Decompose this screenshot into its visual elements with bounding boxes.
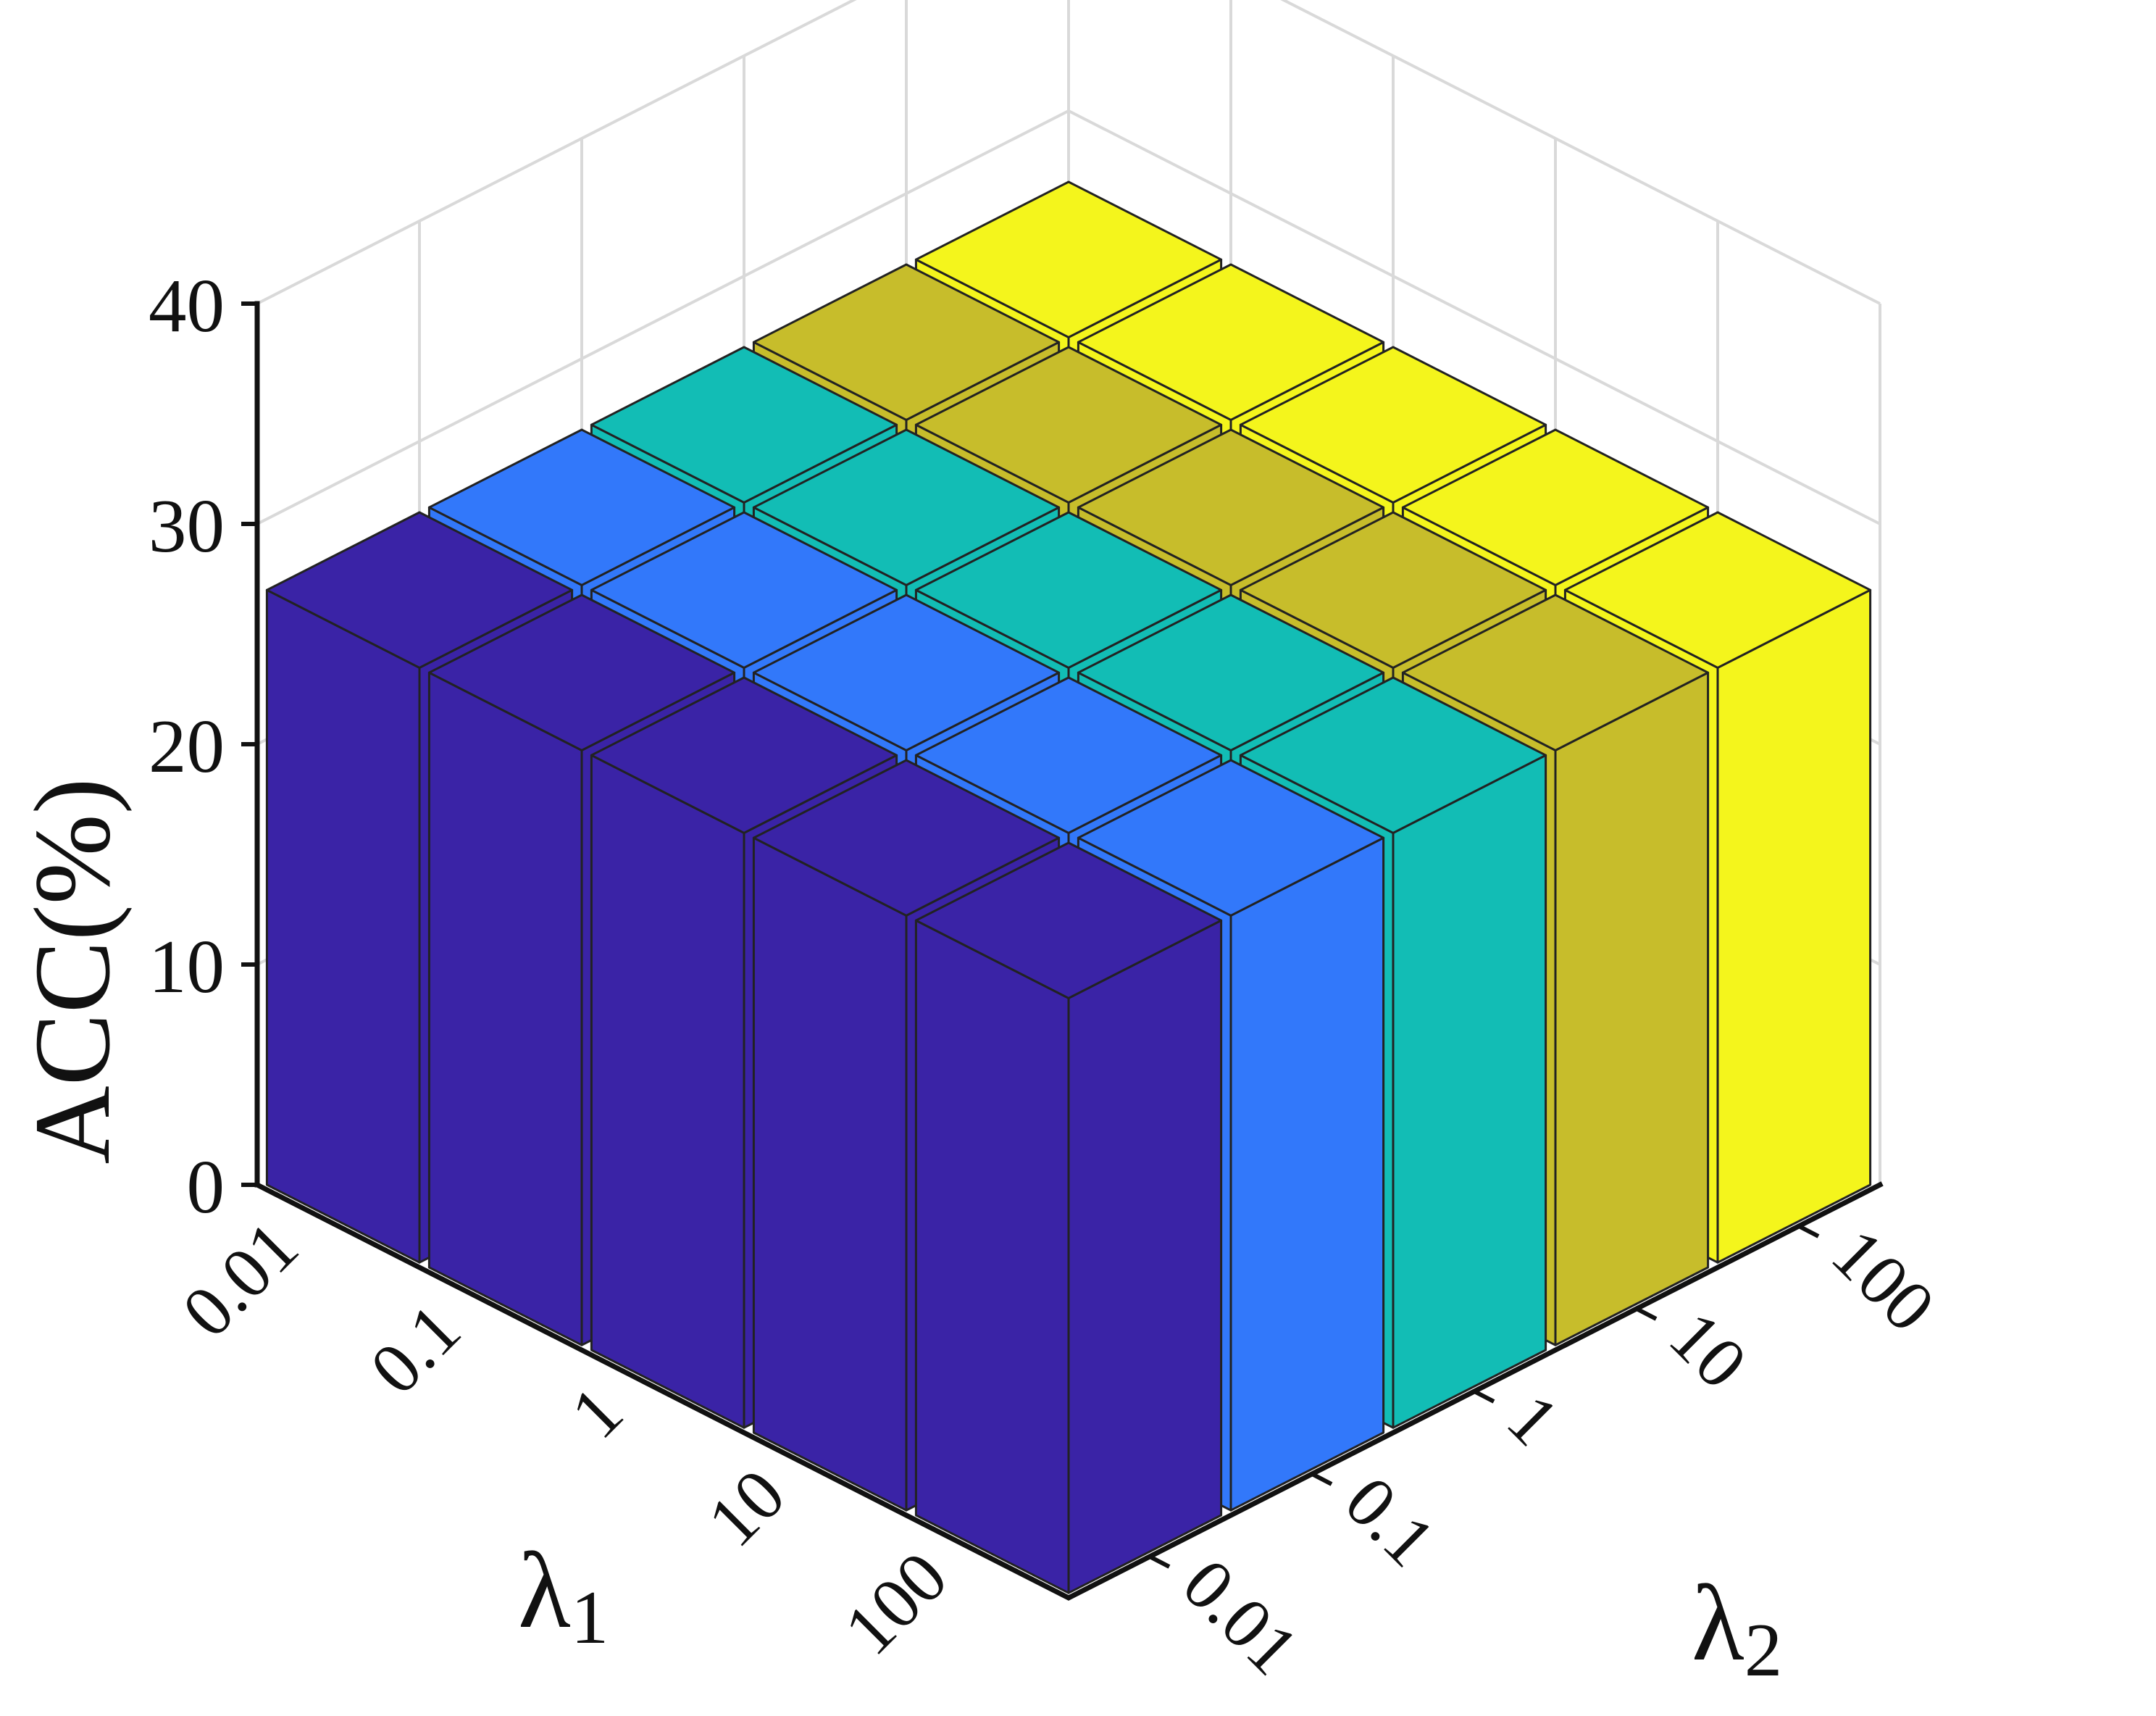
bar-face-top — [914, 676, 1223, 834]
lambda1-axis-label: λ1 — [518, 1530, 609, 1659]
grid-line — [256, 0, 1881, 305]
bar-face-left — [265, 588, 421, 1264]
bar-face-right — [1067, 919, 1223, 1594]
lambda1-subscript: 1 — [571, 1575, 609, 1659]
bar-face-top — [1077, 759, 1385, 917]
bar-face-top — [1239, 511, 1547, 669]
lambda2-tick-label: 1 — [1492, 1378, 1574, 1461]
bar-face-right — [1229, 836, 1385, 1512]
lambda1-tick — [966, 1544, 989, 1559]
lambda2-axis-label: λ2 — [1692, 1563, 1782, 1692]
lambda2-tick — [1635, 1307, 1658, 1321]
bar-face-top — [1239, 346, 1547, 504]
lambda2-tick-label: 100 — [1816, 1213, 1950, 1347]
z-tick-label: 0 — [187, 1144, 225, 1229]
lambda1-tick-label: 0.1 — [355, 1288, 476, 1409]
bar-face-top — [752, 759, 1061, 917]
bars — [265, 180, 1872, 1594]
bar-face-left — [752, 836, 908, 1512]
bar-face-top — [265, 511, 574, 669]
bar-face-left — [914, 919, 1070, 1594]
bar-face-top — [1401, 428, 1710, 586]
bar-face-top — [1401, 593, 1710, 751]
bar-face-top — [1077, 263, 1385, 421]
lambda2-tick — [1797, 1224, 1820, 1238]
bar-face-top — [1563, 511, 1872, 669]
base-axes — [254, 1181, 1884, 1601]
lambda2-tick-label: 10 — [1654, 1296, 1762, 1404]
grid-line — [256, 109, 1881, 525]
lambda2-tick — [1473, 1389, 1495, 1404]
lambda1-tick-label: 100 — [829, 1536, 963, 1670]
bar-l1-4-l2-0 — [914, 841, 1223, 1594]
lambda2-symbol: λ — [1692, 1563, 1745, 1683]
z-tick-label: 40 — [149, 263, 225, 348]
bar-face-top — [752, 263, 1061, 421]
lambda2-tick-label: 0.1 — [1329, 1461, 1450, 1582]
bar-face-top — [427, 593, 736, 751]
bar-face-left — [590, 754, 745, 1429]
bar-face-top — [752, 428, 1061, 586]
bar-face-top — [914, 511, 1223, 669]
lambda2-tick — [1148, 1554, 1171, 1569]
bar-face-top — [590, 511, 898, 669]
bar-face-left — [427, 671, 583, 1346]
bar-face-top — [427, 428, 736, 586]
bar-face-top — [1077, 593, 1385, 751]
z-axis-label: ACC(%) — [12, 778, 133, 1164]
z-tick-label: 30 — [149, 483, 225, 568]
lambda1-tick-label: 1 — [556, 1371, 638, 1454]
z-tick-label: 10 — [149, 924, 225, 1009]
bar-face-right — [1554, 671, 1710, 1346]
z-tick-label: 20 — [149, 704, 225, 788]
bar-face-top — [590, 676, 898, 834]
lambda1-symbol: λ — [518, 1530, 571, 1651]
lambda1-tick-label: 10 — [692, 1454, 800, 1562]
bar-face-top — [1239, 676, 1547, 834]
lambda1-tick — [642, 1379, 664, 1394]
lambda2-tick — [1311, 1472, 1333, 1486]
bar-face-top — [752, 593, 1061, 751]
bar-face-top — [914, 346, 1223, 504]
bar-face-right — [1716, 588, 1872, 1264]
lambda1-tick — [317, 1214, 340, 1228]
lambda2-tick-label: 0.01 — [1167, 1544, 1313, 1690]
labels: ACC(%) λ1 λ2 — [12, 778, 1782, 1692]
lambda2-subscript: 2 — [1745, 1607, 1783, 1692]
bar-face-top — [914, 841, 1223, 999]
bar-face-top — [914, 180, 1223, 338]
bar-face-top — [590, 346, 898, 504]
lambda1-tick — [804, 1462, 827, 1476]
bar-face-right — [1392, 754, 1547, 1429]
bar-face-top — [1077, 428, 1385, 586]
lambda1-tick — [480, 1296, 502, 1311]
